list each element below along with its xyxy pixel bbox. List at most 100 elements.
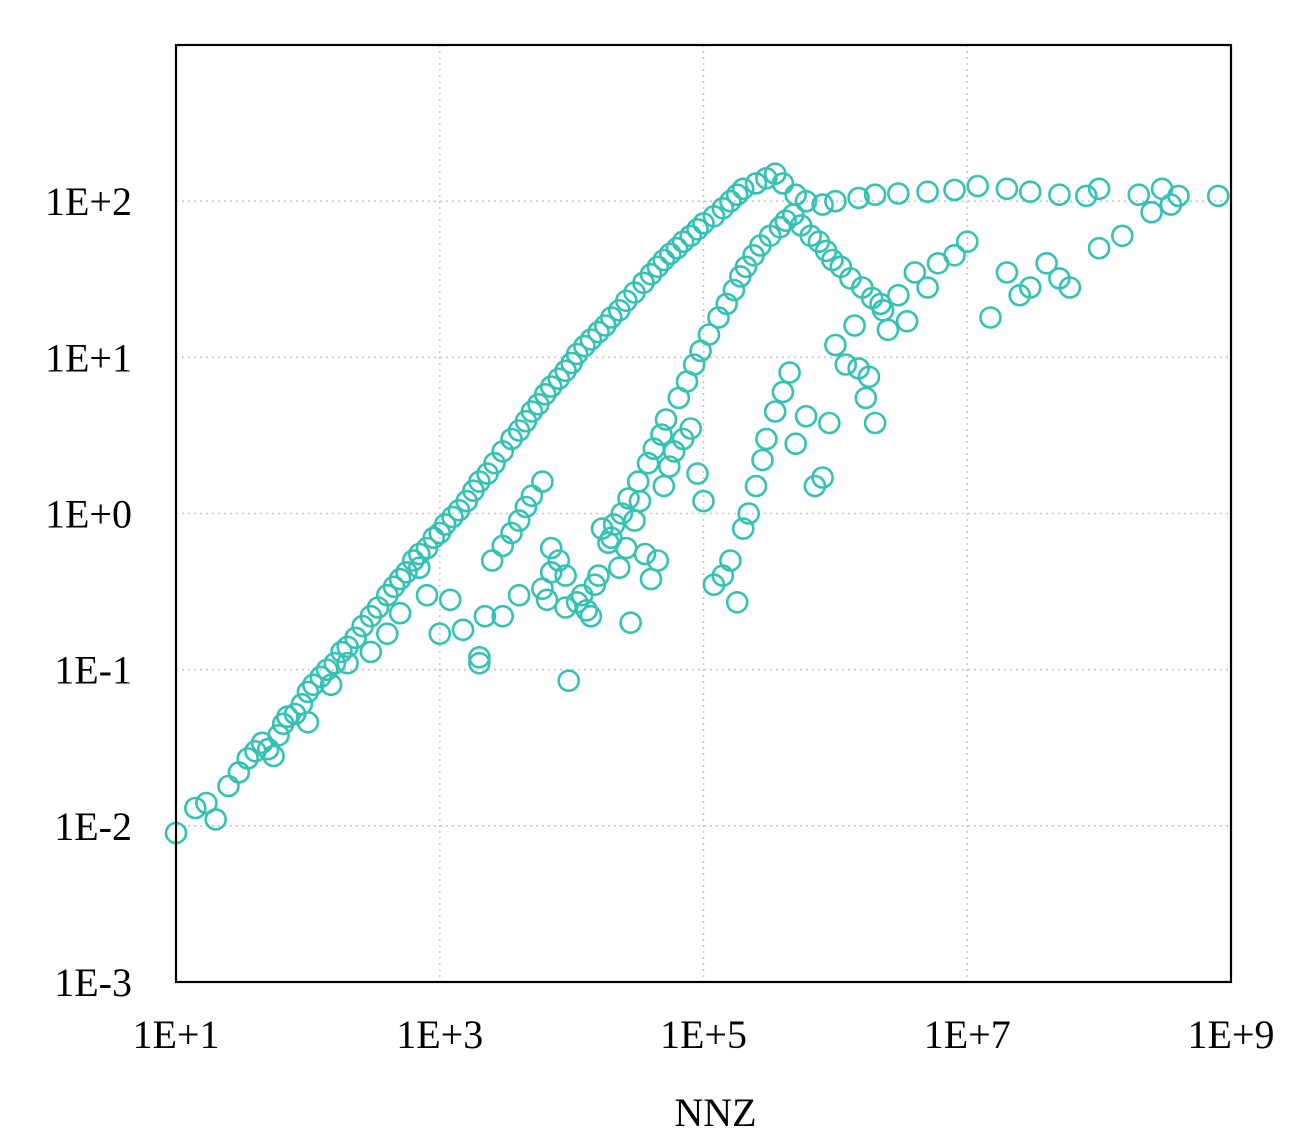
data-point bbox=[626, 470, 650, 493]
data-point bbox=[407, 542, 431, 566]
data-point bbox=[301, 673, 325, 697]
data-point bbox=[895, 309, 919, 333]
x-tick-label: 1E+5 bbox=[660, 1012, 747, 1057]
data-point bbox=[657, 455, 681, 478]
data-point bbox=[531, 470, 554, 493]
data-point bbox=[763, 400, 787, 423]
data-point bbox=[737, 502, 761, 525]
data-point bbox=[876, 318, 900, 342]
data-point bbox=[236, 747, 259, 770]
data-point bbox=[1111, 224, 1134, 248]
data-point bbox=[903, 261, 927, 284]
data-point bbox=[774, 209, 798, 232]
data-point bbox=[863, 183, 887, 206]
data-point bbox=[744, 474, 768, 498]
data-point bbox=[407, 556, 431, 580]
data-point bbox=[731, 177, 755, 201]
data-point bbox=[682, 353, 706, 376]
data-point bbox=[1087, 177, 1111, 201]
x-tick-label: 1E+1 bbox=[133, 1012, 220, 1057]
data-point bbox=[539, 375, 563, 398]
data-point bbox=[382, 575, 406, 599]
data-point bbox=[658, 242, 682, 266]
data-point bbox=[617, 487, 640, 510]
data-point bbox=[296, 680, 320, 704]
data-point bbox=[843, 314, 866, 337]
data-point bbox=[771, 172, 795, 195]
data-point bbox=[438, 588, 462, 612]
data-point bbox=[1018, 180, 1042, 203]
x-tick-label: 1E+7 bbox=[924, 1012, 1011, 1057]
data-point bbox=[824, 333, 847, 357]
data-point bbox=[834, 353, 858, 376]
data-point bbox=[388, 601, 412, 625]
data-point bbox=[642, 437, 666, 461]
data-point bbox=[725, 590, 749, 614]
data-point bbox=[1159, 193, 1183, 216]
data-point bbox=[451, 618, 475, 642]
data-point bbox=[652, 248, 676, 272]
data-point bbox=[319, 673, 343, 697]
data-point bbox=[610, 502, 634, 525]
data-point bbox=[955, 230, 979, 253]
data-point bbox=[686, 218, 709, 241]
data-point bbox=[491, 604, 515, 628]
data-point bbox=[755, 427, 778, 451]
data-point bbox=[204, 808, 227, 831]
data-point bbox=[483, 451, 506, 475]
data-point bbox=[1035, 251, 1058, 275]
data-point bbox=[507, 509, 531, 532]
data-point bbox=[607, 556, 631, 580]
data-point bbox=[587, 320, 610, 344]
data-point bbox=[336, 651, 359, 675]
data-point bbox=[468, 651, 491, 675]
data-point bbox=[184, 796, 207, 820]
data-point bbox=[619, 611, 642, 635]
data-point bbox=[722, 278, 746, 302]
data-point bbox=[330, 640, 353, 664]
data-point bbox=[520, 484, 544, 508]
data-point bbox=[547, 367, 571, 391]
x-axis-label: NNZ bbox=[674, 1090, 756, 1135]
data-point bbox=[395, 560, 418, 584]
data-point bbox=[719, 549, 742, 572]
y-tick-label: 1E-1 bbox=[54, 648, 132, 693]
data-point bbox=[1018, 276, 1042, 299]
data-point bbox=[771, 380, 795, 404]
data-point bbox=[886, 283, 910, 307]
data-point bbox=[323, 651, 347, 675]
data-point bbox=[854, 386, 878, 410]
data-point bbox=[646, 255, 670, 279]
data-point bbox=[639, 262, 663, 286]
data-point bbox=[671, 230, 695, 253]
data-point bbox=[734, 255, 758, 279]
data-point bbox=[811, 466, 834, 489]
data-point bbox=[725, 183, 749, 206]
data-point bbox=[778, 361, 801, 384]
data-point bbox=[1058, 276, 1082, 299]
data-point bbox=[599, 526, 623, 550]
data-point bbox=[428, 622, 452, 646]
data-point bbox=[633, 542, 657, 566]
data-point bbox=[731, 517, 755, 540]
data-point bbox=[650, 423, 673, 446]
data-point bbox=[697, 323, 721, 346]
data-point bbox=[315, 658, 339, 682]
data-point bbox=[468, 645, 491, 669]
data-point bbox=[468, 470, 491, 493]
data-point bbox=[579, 328, 603, 351]
data-point bbox=[692, 489, 715, 513]
data-point bbox=[539, 536, 563, 560]
data-point bbox=[480, 549, 504, 572]
data-point bbox=[296, 710, 320, 734]
data-point bbox=[1206, 184, 1230, 208]
y-tick-label: 1E+0 bbox=[45, 492, 132, 537]
data-point bbox=[857, 365, 881, 389]
data-point bbox=[375, 622, 399, 646]
data-point bbox=[433, 513, 457, 536]
data-point bbox=[871, 298, 895, 322]
data-point bbox=[679, 224, 703, 248]
data-point bbox=[565, 342, 589, 366]
data-point bbox=[1075, 184, 1098, 208]
scatter-points bbox=[164, 162, 1230, 845]
